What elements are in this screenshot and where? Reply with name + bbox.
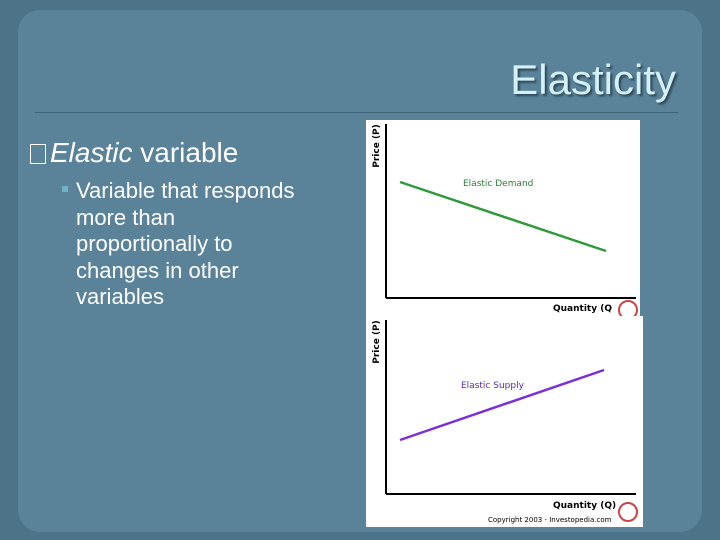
bullet-text: variable [140, 137, 239, 168]
sub-bullet: Variable that responds more than proport… [76, 178, 295, 309]
bullet-italic: Elastic [50, 137, 133, 168]
line-label: Elastic Supply [461, 381, 525, 391]
supply-figure: Price (P) Elastic Supply Quantity (Q) Co… [366, 316, 643, 527]
demand-figure: Price (P) Elastic Demand Quantity (Q [366, 120, 640, 316]
slide-title: Elasticity [510, 56, 676, 103]
logo [618, 502, 638, 522]
title-rule [35, 112, 678, 113]
y-label: Price (P) [372, 320, 382, 364]
sub-bullet-marker [62, 186, 68, 192]
x-label: Quantity (Q) [553, 501, 616, 511]
bullet: Elastic variable [30, 137, 238, 169]
logo [618, 300, 638, 316]
supply-line [399, 368, 605, 442]
demand-line [399, 180, 607, 253]
bullet-marker [30, 144, 46, 164]
credit: Copyright 2003 - Investopedia.com [488, 516, 612, 524]
line-label: Elastic Demand [463, 179, 533, 189]
x-label: Quantity (Q [553, 304, 612, 314]
y-label: Price (P) [372, 124, 382, 168]
